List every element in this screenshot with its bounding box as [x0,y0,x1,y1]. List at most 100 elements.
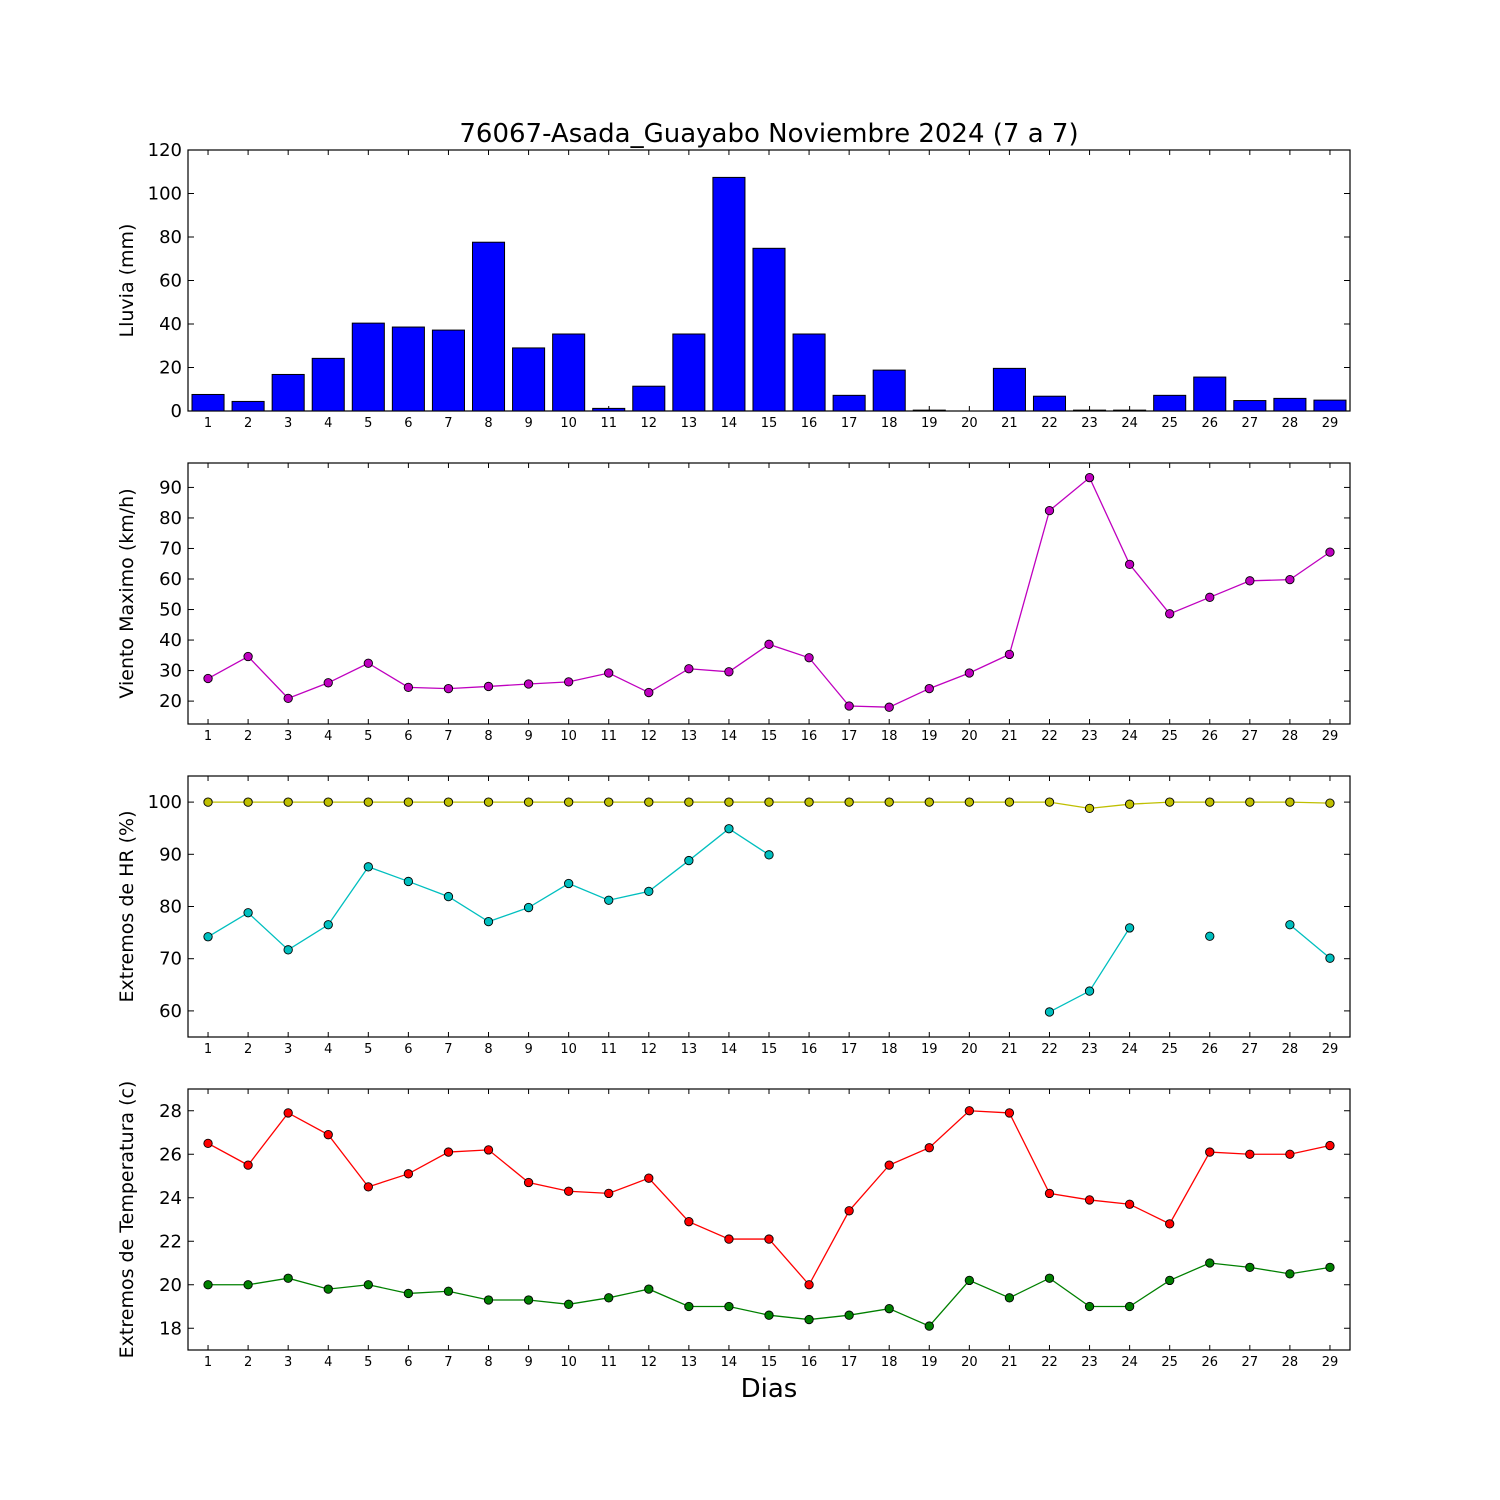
humidity-series-0-point-12 [644,797,654,807]
temperature-series-0-point-3 [283,1108,293,1118]
humidity-xtick-label-24: 25 [1161,1042,1178,1057]
temperature-xtick-label-25: 26 [1201,1355,1218,1370]
humidity-series-0-point-17 [844,797,854,807]
humidity-xtick-label-13: 14 [721,1042,738,1057]
wind-xtick-label-27: 28 [1282,729,1299,744]
temperature-series-1-point-9 [523,1295,534,1305]
temperature-plot-area [187,1088,1351,1351]
wind-xtick-label-20: 21 [1001,729,1018,744]
wind-series-0-point-15 [764,639,774,649]
rainfall-bar-23 [1073,409,1107,412]
rainfall-xtick-label-17: 18 [881,416,898,431]
temperature-xtick-label-19: 20 [961,1355,978,1370]
wind-xtick-label-24: 25 [1161,729,1178,744]
wind-ytick-label-1: 30 [159,661,182,682]
temperature-series-0-point-17 [844,1206,854,1216]
humidity-series-0-point-10 [564,797,574,807]
wind-xtick-label-7: 8 [484,729,492,744]
rainfall-bar-19 [912,409,946,412]
rainfall-xtick-label-26: 27 [1242,416,1259,431]
temperature-ytick-label-2: 22 [159,1231,182,1252]
wind-series-0-point-14 [724,667,734,677]
temperature-xtick-label-17: 18 [881,1355,898,1370]
temperature-xtick-label-23: 24 [1121,1355,1138,1370]
humidity-series-0-point-18 [884,797,894,807]
humidity-xtick-label-9: 10 [560,1042,577,1057]
temperature-series-0-point-18 [884,1160,894,1170]
humidity-series-0-point-8 [483,797,494,807]
wind-series-0-point-24 [1124,559,1135,569]
rainfall-bar-28 [1273,397,1307,412]
temperature-series-1-point-5 [363,1280,373,1290]
wind-series-0-point-11 [604,668,614,678]
rainfall-bar-3 [271,373,305,412]
rainfall-bar-24 [1113,409,1147,412]
wind-ytick-label-4: 60 [159,569,182,590]
rainfall-xtick-label-22: 23 [1081,416,1098,431]
humidity-plot-area [187,775,1351,1038]
humidity-series-0-point-20 [964,797,974,807]
temperature-series-1-point-16 [804,1314,814,1325]
wind-xtick-label-0: 1 [204,729,212,744]
wind-xtick-label-26: 27 [1242,729,1259,744]
temperature-series-0-point-2 [243,1160,253,1170]
humidity-series-0-point-19 [924,797,934,807]
temperature-xtick-label-8: 9 [524,1355,532,1370]
rainfall-ytick-label-0: 0 [171,401,182,422]
rainfall-bar-2 [231,400,265,412]
humidity-xtick-label-11: 12 [641,1042,658,1057]
humidity-xtick-label-14: 15 [761,1042,778,1057]
humidity-series-1-point-6 [403,876,414,887]
temperature-ytick-label-0: 18 [159,1318,182,1339]
humidity-xtick-label-10: 11 [600,1042,617,1057]
rainfall-bar-6 [391,326,425,412]
humidity-series-0-point-1 [203,797,213,807]
temperature-series-1-point-29 [1325,1262,1335,1273]
temperature-series-0-point-4 [323,1130,333,1140]
wind-xtick-label-3: 4 [324,729,332,744]
rainfall-bar-15 [752,247,786,412]
wind-xtick-label-21: 22 [1041,729,1058,744]
temperature-series-1-point-8 [483,1295,494,1305]
humidity-series-0-point-15 [764,797,774,807]
wind-xtick-label-1: 2 [244,729,252,744]
temperature-series-0-point-24 [1124,1199,1135,1209]
temperature-series-1-point-19 [924,1321,934,1331]
humidity-xtick-label-21: 22 [1041,1042,1058,1057]
rainfall-bar-4 [311,357,345,412]
temperature-xtick-label-5: 6 [404,1355,412,1370]
rainfall-bar-29 [1313,399,1347,412]
temperature-series-0-point-21 [1004,1108,1015,1118]
temperature-series-0-point-22 [1044,1188,1055,1199]
temperature-series-0-point-25 [1165,1219,1175,1229]
wind-series-0-point-4 [323,678,333,688]
humidity-series-1-point-1 [203,932,213,942]
wind-series-0-point-20 [964,668,974,678]
rainfall-bar-9 [512,347,546,412]
temperature-series-0-point-15 [764,1234,774,1244]
rainfall-bar-27 [1233,400,1267,412]
wind-xtick-label-13: 14 [721,729,738,744]
wind-plot-area [187,462,1351,725]
humidity-xtick-label-25: 26 [1201,1042,1218,1057]
humidity-series-0-point-14 [724,797,734,807]
humidity-ytick-label-1: 70 [159,949,182,970]
wind-series-0-point-9 [523,679,534,689]
humidity-xtick-label-23: 24 [1121,1042,1138,1057]
rainfall-xtick-label-19: 20 [961,416,978,431]
humidity-series-0-point-25 [1165,797,1175,807]
humidity-series-1-point-8 [483,916,494,927]
humidity-series-1-point-11 [604,895,614,905]
temperature-series-0-point-13 [684,1217,694,1227]
rainfall-xtick-label-11: 12 [641,416,658,431]
rainfall-xtick-label-28: 29 [1322,416,1339,431]
wind-ytick-label-5: 70 [159,538,182,559]
temperature-ytick-label-1: 20 [159,1275,182,1296]
wind-series-0-point-16 [804,653,814,663]
temperature-series-1-point-28 [1285,1269,1295,1279]
rainfall-bar-12 [632,385,666,412]
humidity-ytick-label-3: 90 [159,844,182,865]
